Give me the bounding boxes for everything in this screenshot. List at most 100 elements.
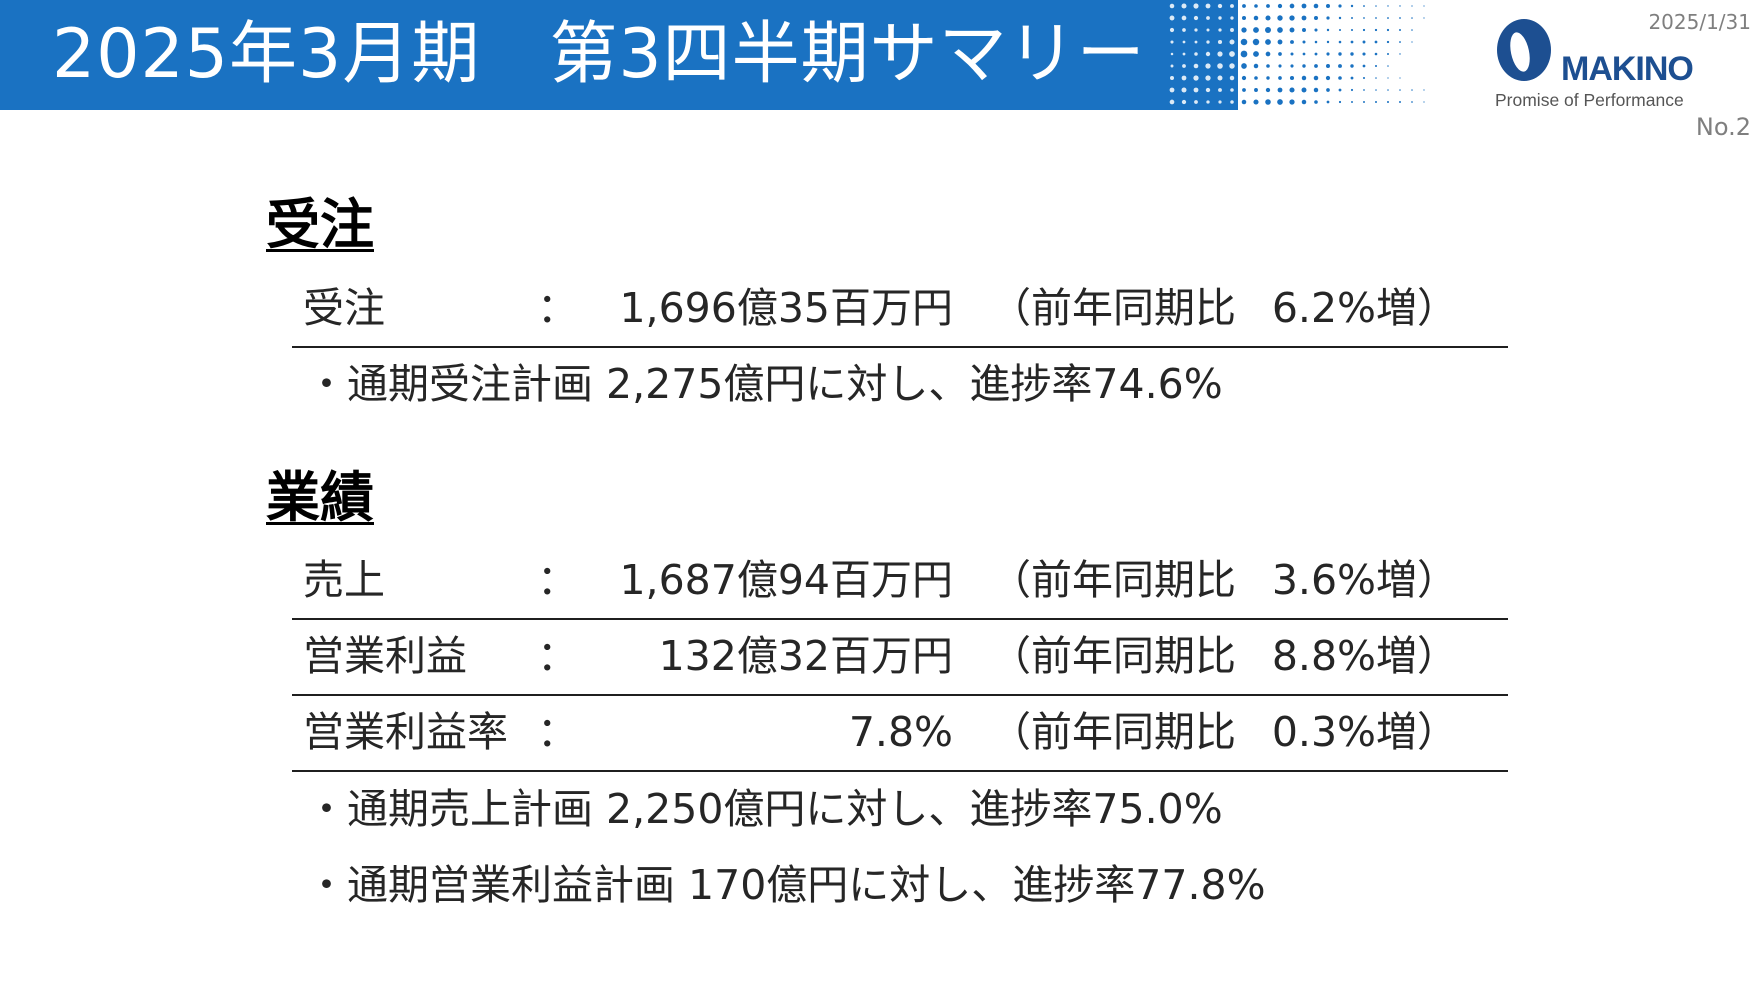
halftone-dot bbox=[1314, 28, 1318, 32]
halftone-dot bbox=[1170, 40, 1174, 44]
halftone-dot bbox=[1326, 52, 1330, 56]
halftone-dot bbox=[1193, 87, 1199, 93]
halftone-dot bbox=[1240, 50, 1248, 58]
halftone-dot bbox=[1387, 53, 1389, 55]
halftone-dot bbox=[1411, 101, 1413, 103]
halftone-dot bbox=[1399, 101, 1401, 103]
halftone-dot bbox=[1229, 75, 1235, 81]
halftone-dot bbox=[1326, 88, 1330, 92]
halftone-dot bbox=[1265, 99, 1271, 105]
halftone-dot bbox=[1338, 40, 1342, 44]
halftone-dot bbox=[1350, 28, 1354, 32]
halftone-dot bbox=[1301, 15, 1307, 21]
section-heading-orders: 受注 bbox=[266, 193, 374, 256]
halftone-dot bbox=[1265, 87, 1271, 93]
halftone-dot bbox=[1277, 39, 1283, 45]
halftone-dot bbox=[1169, 87, 1175, 93]
halftone-dot bbox=[1170, 52, 1174, 56]
halftone-dot bbox=[1242, 88, 1246, 92]
halftone-dot bbox=[1362, 40, 1366, 44]
halftone-dot bbox=[1253, 63, 1259, 69]
halftone-dot bbox=[1277, 27, 1283, 33]
halftone-dot bbox=[1169, 27, 1175, 33]
halftone-dot bbox=[1205, 3, 1211, 9]
halftone-dot bbox=[1229, 39, 1235, 45]
row-yoy-value: 0.3%増） bbox=[1271, 708, 1458, 756]
halftone-dot bbox=[1313, 15, 1319, 21]
halftone-dot bbox=[1181, 15, 1187, 21]
halftone-dot bbox=[1387, 5, 1389, 7]
halftone-dot bbox=[1314, 40, 1318, 44]
halftone-dot bbox=[1218, 100, 1222, 104]
row-label: 営業利益 bbox=[303, 632, 467, 680]
halftone-dot bbox=[1205, 75, 1211, 81]
halftone-dot bbox=[1289, 3, 1295, 9]
halftone-dot bbox=[1351, 17, 1353, 19]
halftone-dot bbox=[1314, 64, 1318, 68]
halftone-dot bbox=[1313, 75, 1319, 81]
halftone-dot bbox=[1398, 28, 1402, 32]
halftone-dot bbox=[1229, 63, 1235, 69]
operating-profit-row: 営業利益 ： 132億32百万円 （前年同期比 8.8%増） bbox=[292, 618, 1508, 696]
halftone-dot bbox=[1290, 52, 1294, 56]
halftone-dot bbox=[1278, 52, 1282, 56]
halftone-dot bbox=[1387, 65, 1389, 67]
halftone-dot bbox=[1325, 75, 1331, 81]
halftone-dot bbox=[1241, 15, 1247, 21]
row-label: 売上 bbox=[303, 556, 385, 604]
halftone-dot bbox=[1338, 100, 1342, 104]
page-title: 2025年3月期 第3四半期サマリー bbox=[52, 15, 1146, 94]
section-heading-results: 業績 bbox=[266, 466, 374, 529]
halftone-dot bbox=[1387, 89, 1389, 91]
halftone-dot bbox=[1241, 27, 1247, 33]
halftone-dot bbox=[1218, 28, 1222, 32]
halftone-dot bbox=[1338, 76, 1342, 80]
halftone-dot bbox=[1301, 3, 1307, 9]
halftone-dot bbox=[1181, 3, 1187, 9]
halftone-dot bbox=[1374, 28, 1378, 32]
halftone-dot bbox=[1230, 88, 1234, 92]
row-value: 1,687億94百万円 bbox=[619, 556, 953, 604]
halftone-dot bbox=[1411, 89, 1413, 91]
halftone-dot bbox=[1301, 75, 1307, 81]
halftone-dot bbox=[1265, 15, 1271, 21]
halftone-dot bbox=[1240, 38, 1248, 46]
halftone-dot bbox=[1375, 17, 1377, 19]
halftone-dot bbox=[1326, 4, 1330, 8]
halftone-dot bbox=[1206, 40, 1210, 44]
halftone-dot bbox=[1254, 4, 1258, 8]
halftone-dot bbox=[1338, 16, 1342, 20]
halftone-dot bbox=[1289, 27, 1295, 33]
halftone-dot bbox=[1338, 64, 1342, 68]
halftone-dot bbox=[1266, 64, 1270, 68]
halftone-dot bbox=[1411, 29, 1413, 31]
row-yoy-value: 3.6%増） bbox=[1271, 556, 1458, 604]
row-colon: ： bbox=[537, 284, 578, 332]
halftone-dot bbox=[1313, 3, 1319, 9]
row-yoy-label: （前年同期比 bbox=[990, 632, 1236, 680]
halftone-dot bbox=[1182, 52, 1186, 56]
row-yoy-value: 8.8%増） bbox=[1271, 632, 1458, 680]
halftone-dot bbox=[1399, 77, 1401, 79]
halftone-dot bbox=[1350, 76, 1354, 80]
halftone-dot bbox=[1193, 3, 1199, 9]
halftone-dot bbox=[1387, 17, 1389, 19]
halftone-dot bbox=[1363, 5, 1365, 7]
halftone-dot bbox=[1362, 52, 1366, 56]
halftone-dot bbox=[1194, 28, 1198, 32]
row-value: 7.8% bbox=[848, 708, 953, 756]
halftone-dot bbox=[1230, 28, 1234, 32]
halftone-dot bbox=[1314, 100, 1318, 104]
halftone-dot bbox=[1362, 64, 1366, 68]
halftone-dot bbox=[1217, 51, 1223, 57]
halftone-dot bbox=[1217, 39, 1223, 45]
halftone-dot bbox=[1205, 87, 1211, 93]
sales-row: 売上 ： 1,687億94百万円 （前年同期比 3.6%増） bbox=[292, 542, 1508, 620]
halftone-dot bbox=[1206, 100, 1210, 104]
halftone-dot bbox=[1182, 64, 1186, 68]
halftone-dot bbox=[1169, 15, 1175, 21]
halftone-dot bbox=[1206, 28, 1210, 32]
halftone-dot bbox=[1301, 87, 1307, 93]
halftone-dot bbox=[1350, 4, 1354, 8]
halftone-dot bbox=[1254, 76, 1258, 80]
